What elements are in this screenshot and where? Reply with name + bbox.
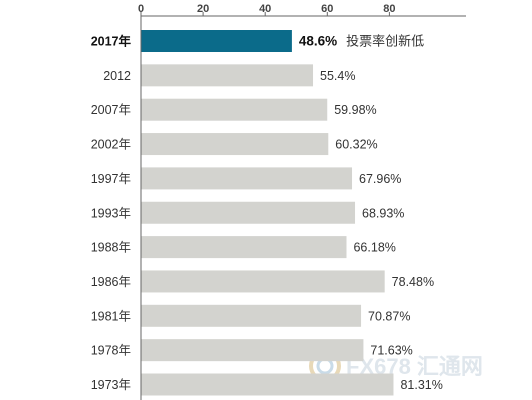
value-label: 55.4% [320,69,355,83]
category-label: 1993年 [91,206,131,220]
highlight-annotation: 投票率创新低 [346,34,424,49]
value-label: 59.98% [334,103,376,117]
bar [141,30,292,52]
value-label: 71.63% [370,344,412,358]
value-label: 78.48% [392,275,434,289]
x-tick-label: 80 [383,3,395,15]
x-tick-label: 0 [138,3,144,15]
bar [141,270,385,293]
value-label: 60.32% [335,138,377,152]
x-tick-label: 20 [197,3,209,15]
bar [141,98,328,121]
x-tick-label: 40 [259,3,271,15]
bar [141,64,314,87]
category-label: 2012 [103,69,131,83]
bars [141,30,394,396]
category-label: 1986年 [91,275,131,289]
bar [141,373,394,396]
labels: 2017年 48.6% 投票率创新低 2012 55.4% 2007年 59.98% 2002… [91,34,443,393]
category-label: 1981年 [91,309,131,323]
category-label: 2017年 [91,34,132,49]
bar [141,236,347,259]
value-label: 70.87% [368,309,410,323]
value-label: 81.31% [400,378,442,392]
category-label: 1997年 [91,172,131,186]
value-label: 66.18% [353,241,395,255]
bar [141,304,362,327]
bar [141,201,356,224]
category-label: 1978年 [91,344,131,358]
x-axis: 0 20 40 60 80 [138,3,466,400]
category-label: 2007年 [91,103,131,117]
bar [141,167,353,190]
category-label: 2002年 [91,138,131,152]
bar [141,133,329,156]
bar [141,339,364,362]
value-label: 68.93% [362,206,404,220]
value-label: 67.96% [359,172,401,186]
category-label: 1973年 [91,378,131,392]
category-label: 1988年 [91,241,131,255]
x-tick-label: 60 [321,3,333,15]
value-label: 48.6% [299,34,337,49]
